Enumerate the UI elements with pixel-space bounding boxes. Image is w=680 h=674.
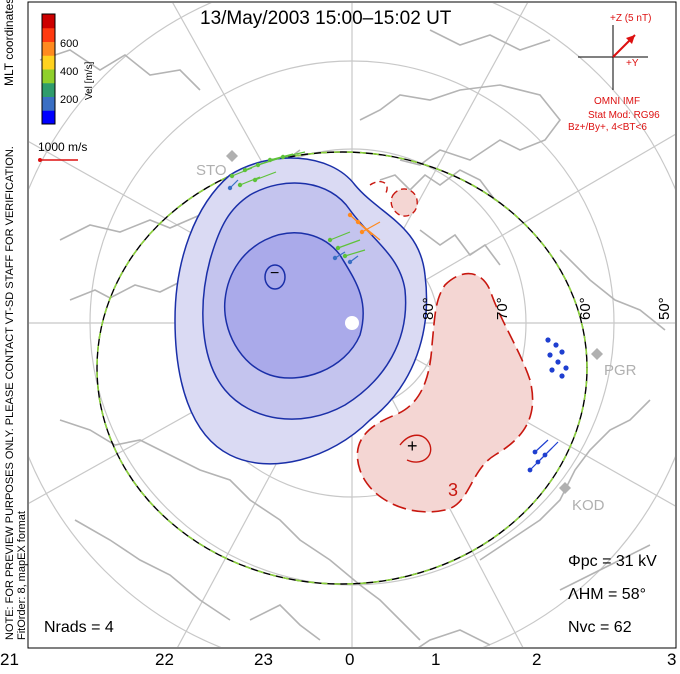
- positive-cell-inner: [399, 434, 432, 463]
- radar-station-markers: [226, 150, 603, 494]
- cross-polar-cap-potential: Φpc = 31 kV: [568, 553, 657, 570]
- latitude-label-60: 60°: [577, 297, 594, 320]
- latitude-label-70: 70°: [494, 297, 511, 320]
- imf-z-label: +Z (5 nT): [610, 13, 652, 24]
- heppner-maynard-boundary-dash: [96, 151, 588, 585]
- positive-cell-arc: [369, 180, 388, 196]
- station-sto: STO: [196, 162, 227, 179]
- colorbar-segment: [42, 82, 55, 97]
- mlt-label-21: 21: [0, 650, 19, 669]
- colorbar-segment: [42, 96, 55, 111]
- plot-frame: [27, 1, 677, 649]
- station-pgr: PGR: [604, 362, 637, 379]
- positive-cell: [356, 272, 534, 513]
- imf-source: OMNI IMF: [594, 96, 641, 107]
- velocity-colorbar: [42, 14, 55, 125]
- colorbar-segment: [42, 55, 55, 70]
- colorbar-segment: [42, 69, 55, 84]
- mlt-label-1: 1: [431, 650, 441, 669]
- heppner-maynard-latitude: ΛHM = 58°: [568, 586, 646, 603]
- reference-vector-label: 1000 m/s: [38, 140, 88, 154]
- mlt-label-23: 23: [254, 650, 273, 669]
- colorbar-segment: [42, 14, 55, 29]
- latitude-label-50: 50°: [656, 297, 673, 320]
- mlt-label-22: 22: [155, 650, 174, 669]
- colorbar-segment: [42, 27, 55, 42]
- latitude-label-80: 80°: [420, 297, 437, 320]
- negative-cell-core: [264, 264, 286, 290]
- station-kod: KOD: [572, 497, 605, 514]
- mlt-label-2: 2: [532, 650, 542, 669]
- mlt-label-0: 0: [345, 650, 355, 669]
- positive-contour-label: 3: [448, 480, 459, 500]
- positive-cell-small: [390, 188, 418, 217]
- colorbar-tick-400: 400: [60, 66, 79, 78]
- radar-count: Nrads = 4: [44, 619, 114, 636]
- imf-condition: Bz+/By+, 4<BT<6: [568, 122, 647, 133]
- velocity-vectors: [227, 151, 569, 473]
- imf-model: Stat Mod: RG96: [588, 110, 660, 121]
- preview-note: NOTE: FOR PREVIEW PURPOSES ONLY. PLEASE …: [4, 146, 16, 640]
- colorbar-segment: [42, 110, 55, 125]
- potential-max-marker: +: [407, 436, 418, 456]
- colorbar-label: Vel [m/s]: [84, 61, 95, 100]
- map-title: 13/May/2003 15:00–15:02 UT: [200, 8, 452, 29]
- magnetic-pole-marker: [345, 316, 359, 330]
- colorbar-tick-200: 200: [60, 94, 79, 106]
- fit-order-note: FitOrder: 8, mapEX format: [16, 511, 28, 640]
- colorbar-tick-600: 600: [60, 38, 79, 50]
- coordinates-label: MLT coordinates: [2, 0, 16, 86]
- colorbar-segment: [42, 41, 55, 56]
- vector-count: Nvc = 62: [568, 619, 632, 636]
- imf-clock-dial: [578, 25, 648, 90]
- imf-y-label: +Y: [626, 58, 639, 69]
- potential-min-marker: −: [270, 265, 280, 282]
- negative-cell-inner: [223, 232, 364, 379]
- mlt-label-3: 3: [667, 650, 677, 669]
